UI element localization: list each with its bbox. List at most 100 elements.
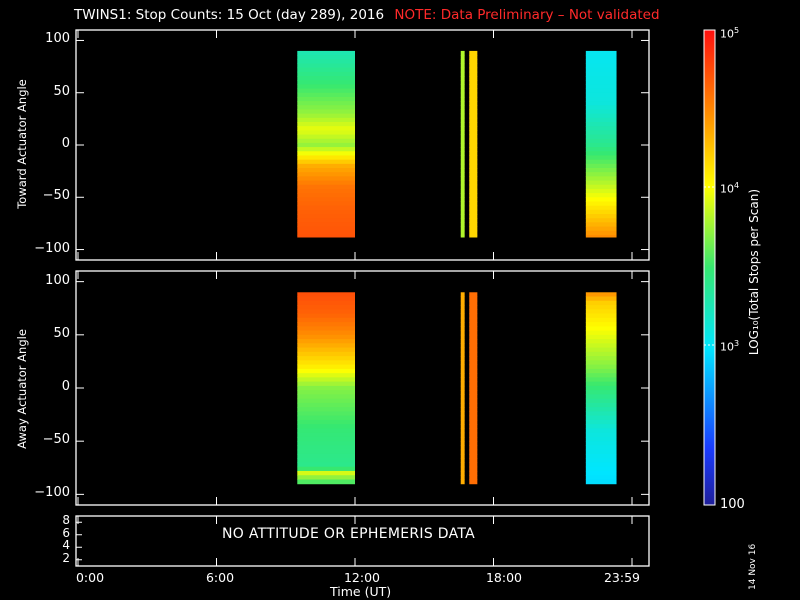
heatmap-away-block-0-cell <box>297 470 355 476</box>
heatmap-away-block-0-cell <box>297 326 355 332</box>
heatmap-toward-block-2-cell <box>469 130 478 136</box>
heatmap-away-block-2-cell <box>469 381 478 387</box>
heatmap-toward-block-1-cell <box>460 205 465 211</box>
heatmap-toward-block-3-cell <box>585 222 617 228</box>
heatmap-away-block-3-cell <box>585 292 617 298</box>
datestamp: 14 Nov 16 <box>748 543 758 590</box>
heatmap-toward-block-2-cell <box>469 84 478 90</box>
heatmap-toward-block-0-cell <box>297 205 355 211</box>
heatmap-toward-block-1-cell <box>460 151 465 156</box>
heatmap-toward-block-2-cell <box>469 134 478 140</box>
heatmap-away-block-3-cell <box>585 368 617 374</box>
heatmap-toward-block-1-cell <box>460 230 465 236</box>
heatmap-toward-block-3-cell <box>585 218 617 223</box>
heatmap-away-block-2-cell <box>469 398 478 404</box>
heatmap-away-block-0-cell <box>297 313 355 319</box>
colorbar-label-1e5: 105 <box>720 26 740 41</box>
heatmap-away-block-0-cell <box>297 453 355 459</box>
heatmap-toward-block-3-cell <box>585 96 617 102</box>
heatmap-toward-block-0-cell <box>297 230 355 236</box>
heatmap-away-block-3-cell <box>585 432 617 438</box>
heatmap-away-block-3-cell <box>585 462 617 468</box>
heatmap-away-block-1-cell <box>460 390 465 395</box>
heatmap-away-block-2-cell <box>469 347 478 353</box>
heatmap-toward-block-2-cell <box>469 230 478 236</box>
away-ytick-label: 50 <box>53 325 70 341</box>
heatmap-away-block-0-cell <box>297 330 355 336</box>
heatmap-toward-block-1-cell <box>460 59 465 64</box>
x-axis-label: Time (UT) <box>330 584 392 599</box>
heatmap-away-block-2-cell <box>469 424 478 429</box>
heatmap-toward-block-0-cell <box>297 197 355 202</box>
heatmap-toward-block-1-cell <box>460 180 465 186</box>
heatmap-away-block-2-cell <box>469 453 478 459</box>
heatmap-away-block-2-cell <box>469 475 478 480</box>
heatmap-away-block-1-cell <box>460 432 465 438</box>
heatmap-toward-block-2-cell <box>469 180 478 186</box>
heatmap-toward-block-2-cell <box>469 234 478 238</box>
heatmap-toward-block-0-cell <box>297 151 355 156</box>
heatmap-away-block-1-cell <box>460 479 465 485</box>
toward-ylabel: Toward Actuator Angle <box>15 79 29 209</box>
heatmap-away-block-0-cell <box>297 415 355 421</box>
heatmap-away-block-3-cell <box>585 339 617 344</box>
heatmap-away-block-1-cell <box>460 402 465 408</box>
heatmap-away-block-1-cell <box>460 377 465 383</box>
heatmap-away-block-3-cell <box>585 449 617 455</box>
heatmap-toward-block-0-cell <box>297 201 355 207</box>
heatmap-toward-block-3-cell <box>585 134 617 140</box>
heatmap-toward-block-0-cell <box>297 188 355 194</box>
heatmap-toward-block-0-cell <box>297 113 355 119</box>
heatmap-away-block-1-cell <box>460 339 465 344</box>
title-main: TWINS1: Stop Counts: 15 Oct (day 289), 2… <box>74 7 385 23</box>
heatmap-toward-block-2-cell <box>469 67 478 73</box>
heatmap-toward-block-3-cell <box>585 168 617 173</box>
heatmap-away-block-3-cell <box>585 394 617 400</box>
heatmap-toward-block-3-cell <box>585 101 617 106</box>
heatmap-away-block-2-cell <box>469 334 478 340</box>
heatmap-away-block-2-cell <box>469 479 478 485</box>
heatmap-away-block-0-cell <box>297 441 355 446</box>
heatmap-away-block-0-cell <box>297 309 355 315</box>
heatmap-away-block-3-cell <box>585 424 617 429</box>
heatmap-away-block-1-cell <box>460 466 465 472</box>
heatmap-toward-block-3-cell <box>585 80 617 85</box>
heatmap-away-block-1-cell <box>460 296 465 302</box>
heatmap-toward-block-0-cell <box>297 101 355 106</box>
away-ytick-label: −100 <box>34 485 70 501</box>
heatmap-away-block-3-cell <box>585 407 617 412</box>
heatmap-toward-block-1-cell <box>460 159 465 165</box>
heatmap-away-block-3-cell <box>585 381 617 387</box>
heatmap-toward-block-3-cell <box>585 59 617 64</box>
heatmap-away-block-3-cell <box>585 322 617 327</box>
heatmap-toward-block-3-cell <box>585 214 617 219</box>
heatmap-toward-block-1-cell <box>460 193 465 198</box>
ephemeris-ytick-label: 6 <box>62 525 70 540</box>
heatmap-away-block-1-cell <box>460 373 465 378</box>
heatmap-toward-block-0-cell <box>297 142 355 148</box>
heatmap-toward-block-0-cell <box>297 134 355 140</box>
heatmap-away-block-0-cell <box>297 322 355 327</box>
heatmap-toward-block-3-cell <box>585 71 617 77</box>
heatmap-toward-block-1-cell <box>460 76 465 81</box>
heatmap-away-block-2-cell <box>469 292 478 298</box>
heatmap-toward-block-0-cell <box>297 184 355 190</box>
heatmap-toward-block-3-cell <box>585 197 617 202</box>
heatmap-away-block-0-cell <box>297 305 355 310</box>
heatmap-away-block-0-cell <box>297 390 355 395</box>
heatmap-toward-block-2-cell <box>469 109 478 115</box>
heatmap-away-block-0-cell <box>297 475 355 480</box>
heatmap-toward-block-1-cell <box>460 147 465 152</box>
toward-ytick-label: 50 <box>53 83 70 99</box>
heatmap-toward-block-1-cell <box>460 226 465 232</box>
heatmap-away-block-3-cell <box>585 445 617 451</box>
heatmap-toward-block-0-cell <box>297 159 355 165</box>
colorbar-label: LOG₁₀(Total Stops per Scan) <box>747 188 761 356</box>
heatmap-toward-block-0-cell <box>297 59 355 64</box>
heatmap-away-block-2-cell <box>469 356 478 361</box>
heatmap-toward-block-2-cell <box>469 172 478 177</box>
heatmap-toward-block-0-cell <box>297 122 355 127</box>
heatmap-toward-block-2-cell <box>469 63 478 69</box>
colorbar <box>703 29 716 506</box>
